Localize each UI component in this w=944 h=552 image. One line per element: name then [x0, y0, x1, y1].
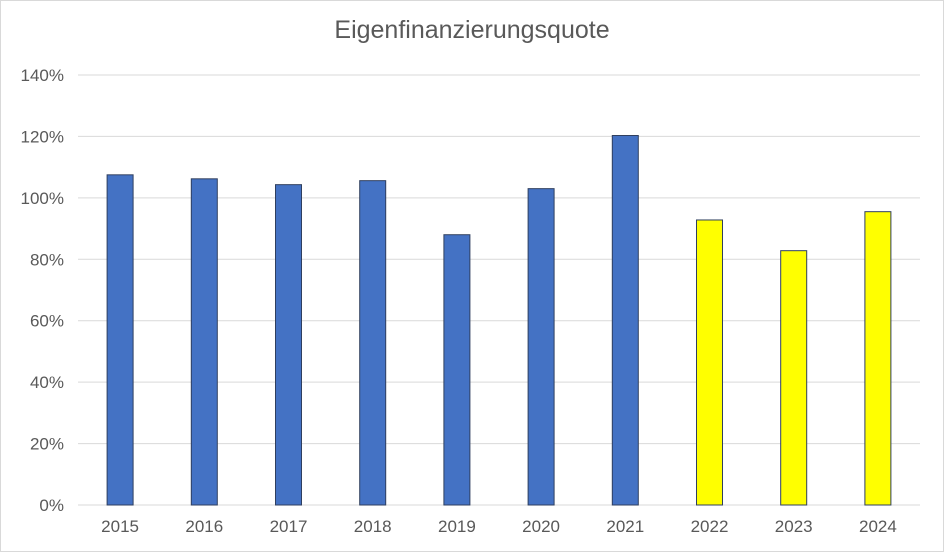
y-tick-label: 0% [39, 496, 64, 515]
x-tick-label: 2020 [522, 517, 560, 536]
x-tick-label: 2022 [691, 517, 729, 536]
bar-2016 [190, 178, 218, 506]
y-tick-label: 40% [30, 373, 64, 392]
tick-labels: 0% 20% 40% 60% 80% 100% 120% 140% 2015 2016 2017 20… [21, 66, 897, 536]
x-tick-label: 2019 [438, 517, 476, 536]
x-tick-label: 2018 [354, 517, 392, 536]
bar-2018 [359, 180, 387, 506]
x-tick-label: 2021 [606, 517, 644, 536]
y-tick-label: 120% [21, 127, 64, 146]
bar-2019 [443, 234, 471, 506]
y-tick-label: 60% [30, 312, 64, 331]
chart-title: Eigenfinanzierungsquote [334, 16, 610, 44]
x-tick-label: 2017 [270, 517, 308, 536]
bars [106, 135, 892, 506]
x-tick-label: 2016 [185, 517, 223, 536]
bar-2020 [527, 188, 555, 506]
bar-2024 [864, 211, 892, 506]
bar-2021 [611, 135, 639, 506]
y-tick-label: 100% [21, 189, 64, 208]
y-tick-label: 20% [30, 435, 64, 454]
gridlines [78, 74, 920, 506]
x-tick-label: 2015 [101, 517, 139, 536]
bar-2015 [106, 174, 134, 506]
bar-2023 [780, 250, 808, 506]
bar-2022 [696, 219, 723, 506]
bar-2017 [275, 184, 302, 506]
y-tick-label: 140% [21, 66, 64, 85]
y-tick-label: 80% [30, 250, 64, 269]
x-tick-label: 2024 [859, 517, 897, 536]
x-tick-label: 2023 [775, 517, 813, 536]
